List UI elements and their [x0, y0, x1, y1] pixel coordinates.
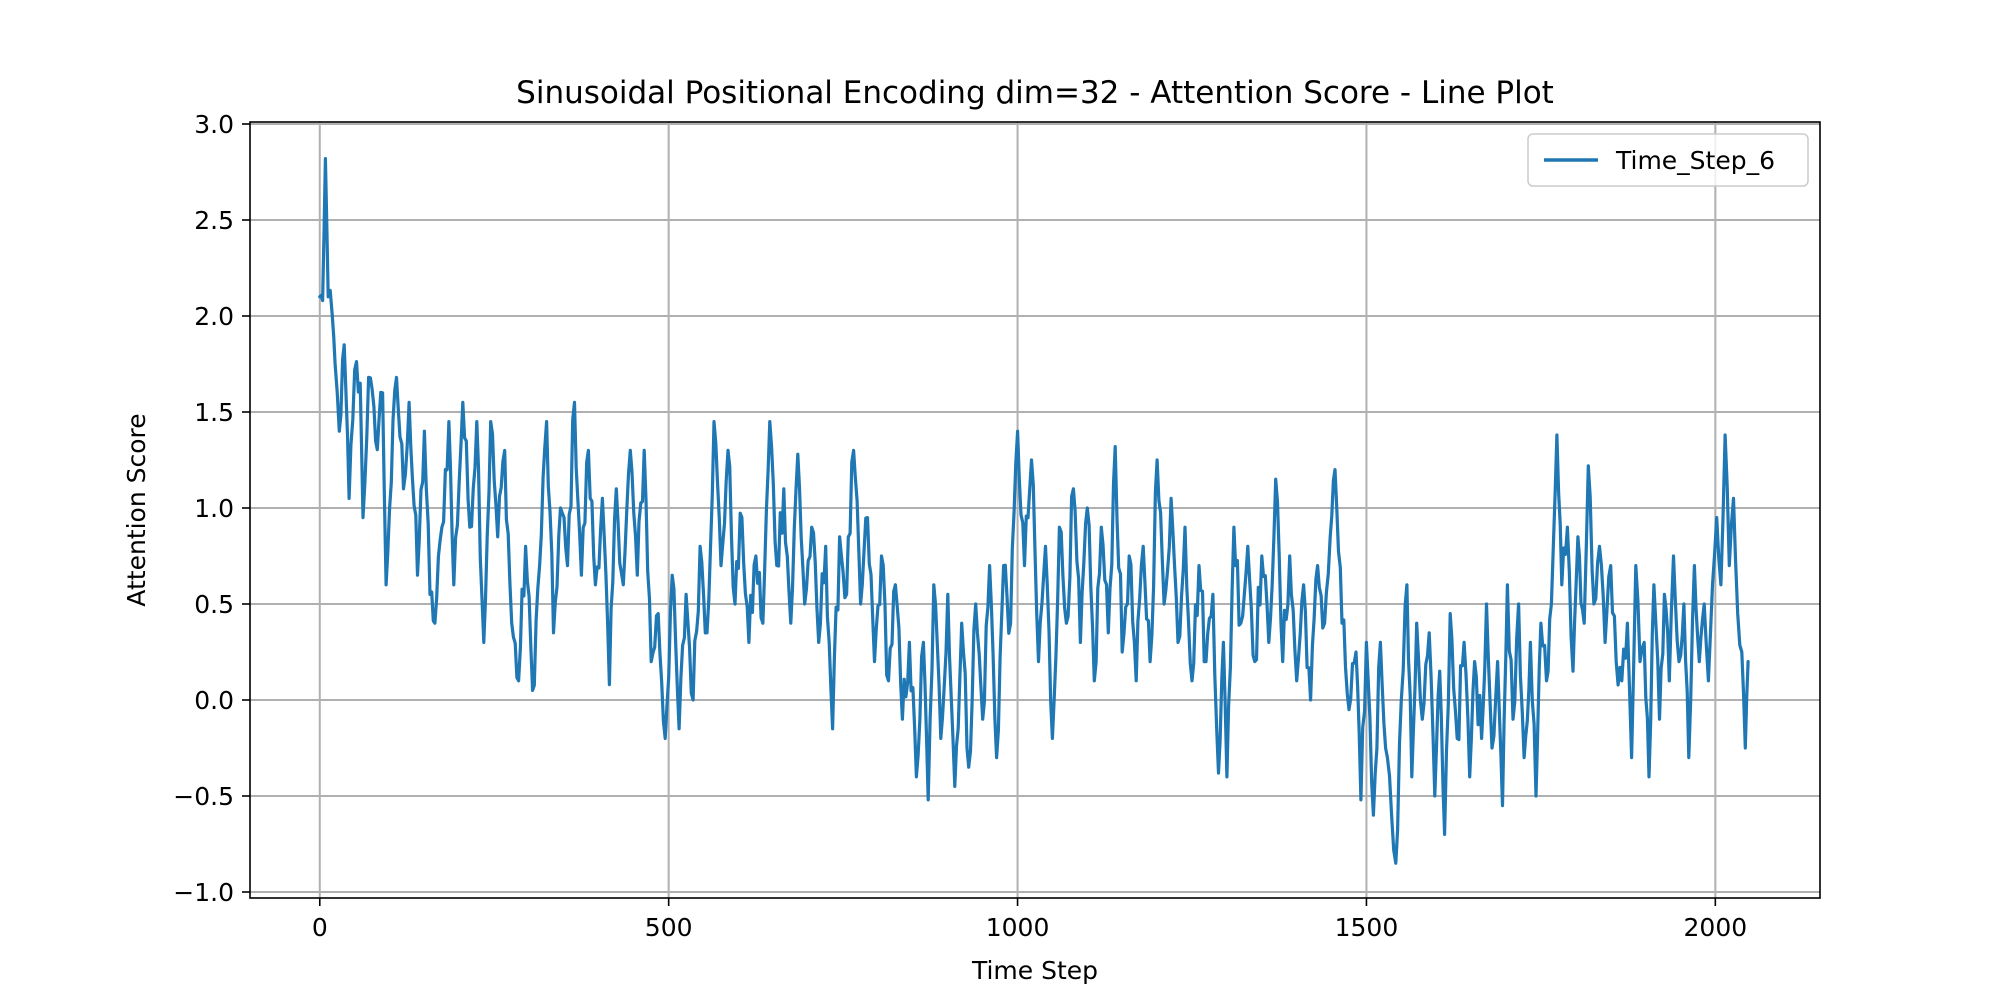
x-tick-label: 0 — [312, 913, 328, 942]
y-tick-label: 1.5 — [194, 398, 234, 427]
y-tick-label: 3.0 — [194, 110, 234, 139]
x-axis-label: Time Step — [971, 956, 1098, 985]
x-tick-label: 500 — [645, 913, 693, 942]
y-tick-label: 2.5 — [194, 206, 234, 235]
y-tick-label: 2.0 — [194, 302, 234, 331]
plot-frame — [249, 121, 1821, 899]
axes: 0 500 1000 1500 2000 −1.0 −0.5 0.0 0.5 1.0 1.5 2.0 2… — [173, 110, 1747, 942]
x-tick-label: 1000 — [986, 913, 1050, 942]
series-layer — [318, 157, 1750, 865]
x-tick-label: 2000 — [1684, 913, 1748, 942]
y-tick-label: 1.0 — [194, 494, 234, 523]
chart-title: Sinusoidal Positional Encoding dim=32 - … — [516, 75, 1554, 111]
y-tick-label: −0.5 — [173, 782, 234, 811]
y-tick-label: 0.5 — [194, 590, 234, 619]
x-tick-label: 1500 — [1335, 913, 1399, 942]
legend-box — [1527, 133, 1809, 187]
legend-label-time-step-6: Time_Step_6 — [1615, 146, 1775, 175]
series-line-time-step-6 — [318, 157, 1750, 865]
y-tick-label: 0.0 — [194, 686, 234, 715]
y-tick-label: −1.0 — [173, 878, 234, 907]
legend: Time_Step_6 — [1527, 133, 1809, 187]
y-axis-label: Attention Score — [122, 413, 151, 606]
